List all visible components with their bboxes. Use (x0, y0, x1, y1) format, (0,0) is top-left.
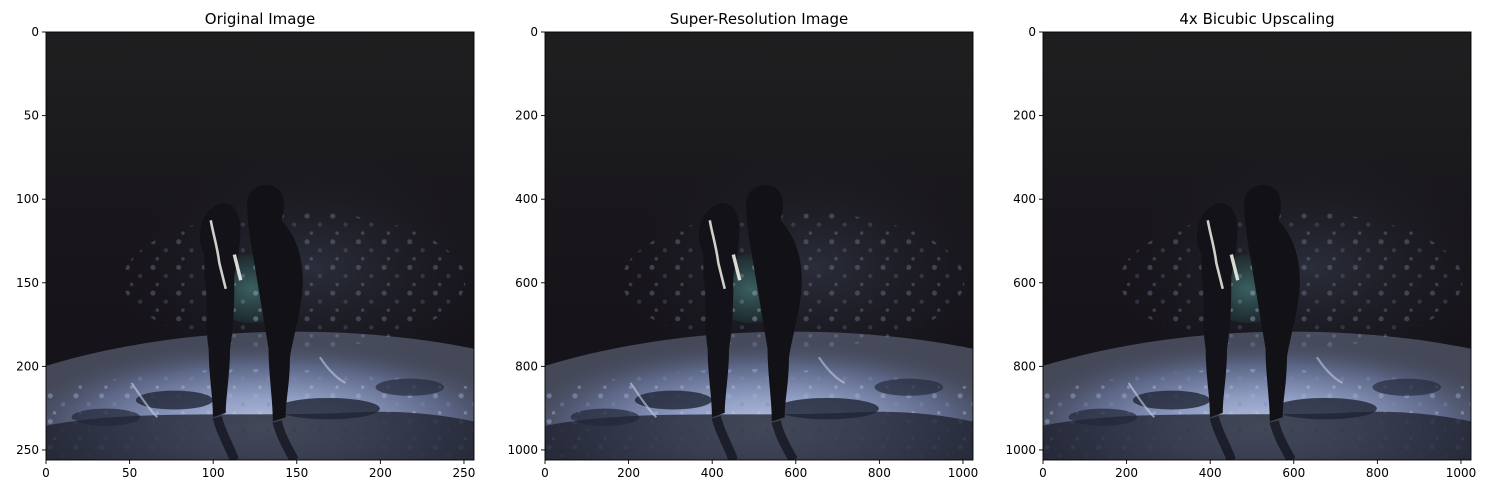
x-tick-label: 250 (453, 466, 476, 480)
y-tick-label: 600 (1013, 276, 1036, 290)
x-tick-label: 400 (701, 466, 724, 480)
axes-frame (1042, 31, 1472, 461)
y-tick-label: 250 (16, 443, 39, 457)
x-tick-label: 0 (541, 466, 549, 480)
y-tick-label: 600 (515, 276, 538, 290)
x-tick-label: 600 (784, 466, 807, 480)
y-tick-label: 400 (1013, 192, 1036, 206)
panel-image (1043, 32, 1488, 460)
y-tick-label: 200 (515, 109, 538, 123)
y-tick-label: 100 (16, 192, 39, 206)
x-tick-label: 50 (122, 466, 137, 480)
y-tick-label: 0 (1028, 25, 1036, 39)
x-tick-label: 0 (1039, 466, 1047, 480)
y-tick-label: 1000 (507, 443, 538, 457)
x-tick-label: 150 (285, 466, 308, 480)
axes-frame (45, 31, 475, 461)
y-tick-label: 50 (24, 109, 39, 123)
x-tick-label: 1000 (1446, 466, 1477, 480)
y-tick-label: 1000 (1005, 443, 1036, 457)
x-tick-label: 800 (1366, 466, 1389, 480)
x-tick-label: 400 (1199, 466, 1222, 480)
panel-image (545, 32, 999, 460)
y-tick-label: 0 (530, 25, 538, 39)
panel-title: Super-Resolution Image (670, 10, 849, 28)
x-tick-label: 200 (1115, 466, 1138, 480)
y-tick-label: 800 (515, 359, 538, 373)
x-tick-label: 0 (42, 466, 50, 480)
axes-frame (544, 31, 974, 461)
x-tick-label: 200 (617, 466, 640, 480)
y-tick-label: 150 (16, 276, 39, 290)
y-tick-label: 400 (515, 192, 538, 206)
x-tick-label: 600 (1282, 466, 1305, 480)
y-tick-label: 0 (31, 25, 39, 39)
panel-title: 4x Bicubic Upscaling (1179, 10, 1334, 28)
y-tick-label: 200 (16, 359, 39, 373)
x-tick-label: 1000 (948, 466, 979, 480)
x-tick-label: 100 (202, 466, 225, 480)
y-tick-label: 800 (1013, 359, 1036, 373)
y-tick-label: 200 (1013, 109, 1036, 123)
x-tick-label: 800 (868, 466, 891, 480)
panel-title: Original Image (205, 10, 315, 28)
panel-image (46, 32, 500, 460)
x-tick-label: 200 (369, 466, 392, 480)
